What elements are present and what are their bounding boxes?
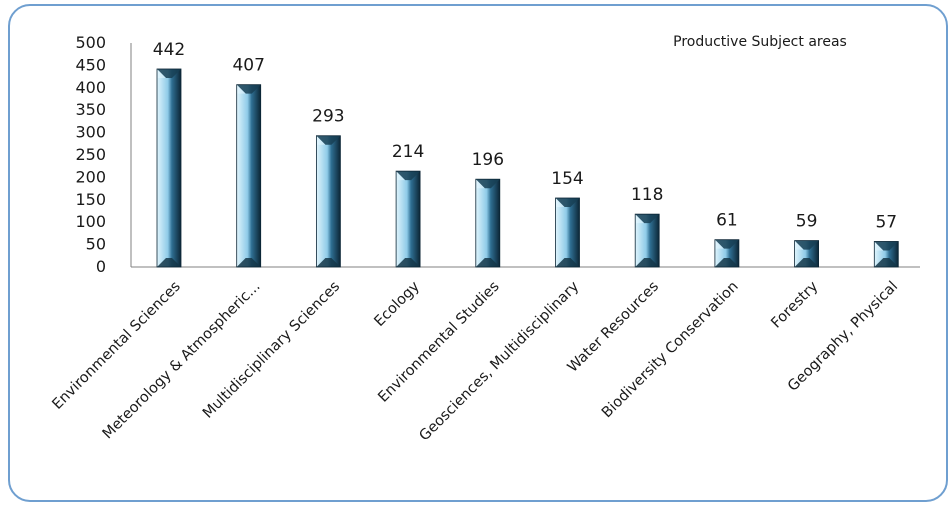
y-tick-label: 50: [86, 235, 106, 254]
data-label: 154: [551, 169, 583, 189]
bar: [475, 178, 501, 268]
chart-title: Productive Subject areas: [673, 34, 847, 50]
bar: [315, 135, 341, 268]
bar: [395, 170, 421, 268]
category-label: Environmental Sciences: [50, 279, 184, 413]
bar: [156, 68, 182, 268]
bar: [873, 241, 899, 268]
y-tick-label: 300: [75, 123, 106, 142]
y-tick-label: 150: [75, 190, 106, 209]
data-label: 407: [232, 56, 264, 76]
bar: [634, 213, 660, 268]
y-tick-label: 0: [96, 257, 106, 276]
data-label: 59: [796, 212, 818, 232]
data-label: 61: [716, 211, 738, 231]
data-label: 293: [312, 107, 344, 127]
data-label: 214: [392, 142, 424, 162]
data-label: 57: [875, 212, 897, 232]
y-tick-label: 500: [75, 33, 106, 52]
bar: [714, 239, 740, 268]
category-label: Biodiversity Conservation: [599, 279, 742, 422]
category-label: Geosciences, Multidisciplinary: [417, 278, 583, 444]
category-label: Meteorology & Atmospheric...: [100, 279, 264, 443]
y-tick-label: 250: [75, 145, 106, 164]
category-label: Multidisciplinary Sciences: [200, 279, 343, 422]
bar: [794, 240, 819, 268]
y-tick-label: 450: [75, 55, 106, 74]
y-tick-label: 200: [75, 167, 106, 186]
data-label: 196: [472, 150, 504, 170]
y-tick-label: 100: [75, 212, 106, 231]
y-tick-label: 350: [75, 100, 106, 119]
bar: [555, 197, 580, 268]
y-tick-label: 400: [75, 78, 106, 97]
bar: [236, 84, 262, 268]
category-label: Forestry: [768, 278, 821, 331]
data-label: 442: [153, 40, 185, 60]
data-label: 118: [631, 185, 663, 205]
category-label: Ecology: [372, 278, 424, 330]
